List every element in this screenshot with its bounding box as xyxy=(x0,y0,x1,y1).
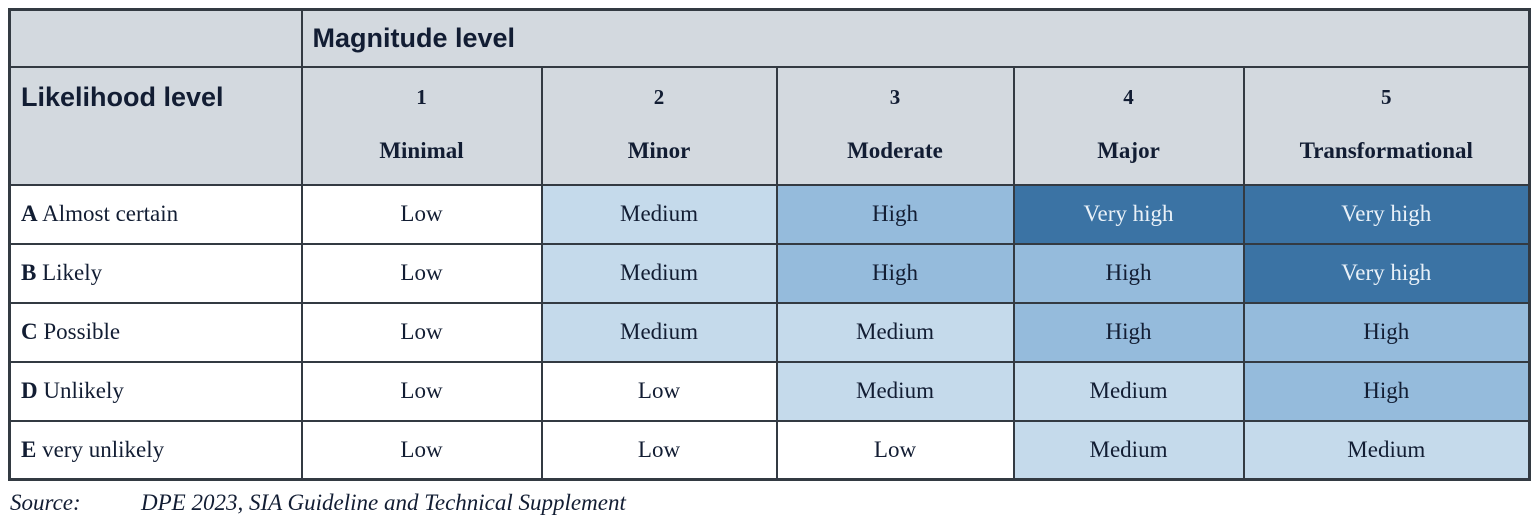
column-header-4: 4 Major xyxy=(1012,65,1245,186)
row-key: D xyxy=(21,378,38,403)
column-name: Minor xyxy=(627,137,691,163)
risk-cell: High xyxy=(1012,301,1245,363)
column-header-1: 1 Minimal xyxy=(300,65,543,186)
risk-cell: Low xyxy=(300,301,543,363)
row-label-very-unlikely: E very unlikely xyxy=(8,419,303,481)
risk-cell: High xyxy=(1242,301,1531,363)
column-name: Transformational xyxy=(1299,137,1473,163)
risk-cell: Low xyxy=(300,242,543,304)
risk-cell: High xyxy=(1012,242,1245,304)
column-number: 2 xyxy=(653,84,665,109)
row-key: B xyxy=(21,260,37,285)
risk-cell: Low xyxy=(540,419,778,481)
column-header-5: 5 Transformational xyxy=(1242,65,1531,186)
column-number: 1 xyxy=(416,84,427,109)
risk-cell: Medium xyxy=(775,301,1015,363)
column-number: 5 xyxy=(1381,84,1392,109)
risk-cell: Medium xyxy=(1012,419,1245,481)
table-row-a: A Almost certain Low Medium High Very hi… xyxy=(8,183,1531,245)
row-key: C xyxy=(21,319,38,344)
magnitude-level-header: Magnitude level xyxy=(300,8,1531,68)
row-label-text: Possible xyxy=(43,319,121,344)
column-number: 3 xyxy=(889,84,901,109)
column-name: Moderate xyxy=(847,137,943,163)
table-row-d: D Unlikely Low Low Medium Medium High xyxy=(8,360,1531,422)
risk-cell: High xyxy=(775,183,1015,245)
column-name: Major xyxy=(1097,137,1160,163)
row-label-unlikely: D Unlikely xyxy=(8,360,303,422)
risk-cell: Low xyxy=(300,183,543,245)
magnitude-header-row: Magnitude level xyxy=(8,8,1531,68)
risk-cell: Medium xyxy=(1012,360,1245,422)
row-label-text: Unlikely xyxy=(43,378,124,403)
column-header-row: Likelihood level 1 Minimal 2 Minor 3 Mod… xyxy=(8,65,1531,186)
risk-cell: Very high xyxy=(1012,183,1245,245)
row-label-text: Likely xyxy=(42,260,103,285)
risk-cell: Low xyxy=(775,419,1015,481)
source-label: Source: xyxy=(10,490,81,515)
risk-cell: Very high xyxy=(1242,242,1531,304)
row-label-likely: B Likely xyxy=(8,242,303,304)
column-header-3: 3 Moderate xyxy=(775,65,1015,186)
risk-cell: Medium xyxy=(540,242,778,304)
risk-cell: High xyxy=(775,242,1015,304)
table-row-b: B Likely Low Medium High High Very high xyxy=(8,242,1531,304)
row-label-almost-certain: A Almost certain xyxy=(8,183,303,245)
column-number: 4 xyxy=(1123,84,1134,109)
risk-cell: Low xyxy=(540,360,778,422)
row-key: E xyxy=(21,436,37,462)
table-row-c: C Possible Low Medium Medium High High xyxy=(8,301,1531,363)
row-label-possible: C Possible xyxy=(8,301,303,363)
row-key: A xyxy=(21,201,38,226)
risk-cell: Medium xyxy=(1242,419,1531,481)
table-row-e: E very unlikely Low Low Low Medium Mediu… xyxy=(8,419,1531,481)
source-citation: Source: DPE 2023, SIA Guideline and Techn… xyxy=(10,490,1535,516)
row-label-text: very unlikely xyxy=(42,436,165,462)
risk-cell: High xyxy=(1242,360,1531,422)
risk-cell: Low xyxy=(300,360,543,422)
risk-matrix-table: Magnitude level Likelihood level 1 Minim… xyxy=(8,8,1532,481)
risk-cell: Medium xyxy=(540,301,778,363)
risk-cell: Low xyxy=(300,419,543,481)
risk-cell: Very high xyxy=(1242,183,1531,245)
column-header-2: 2 Minor xyxy=(540,65,778,186)
risk-cell: Medium xyxy=(540,183,778,245)
row-label-text: Almost certain xyxy=(42,201,179,226)
source-text: DPE 2023, SIA Guideline and Technical Su… xyxy=(141,490,626,515)
risk-cell: Medium xyxy=(775,360,1015,422)
column-name: Minimal xyxy=(379,137,464,163)
corner-cell xyxy=(8,8,303,68)
likelihood-level-header: Likelihood level xyxy=(8,65,303,186)
page: Magnitude level Likelihood level 1 Minim… xyxy=(8,8,1535,516)
